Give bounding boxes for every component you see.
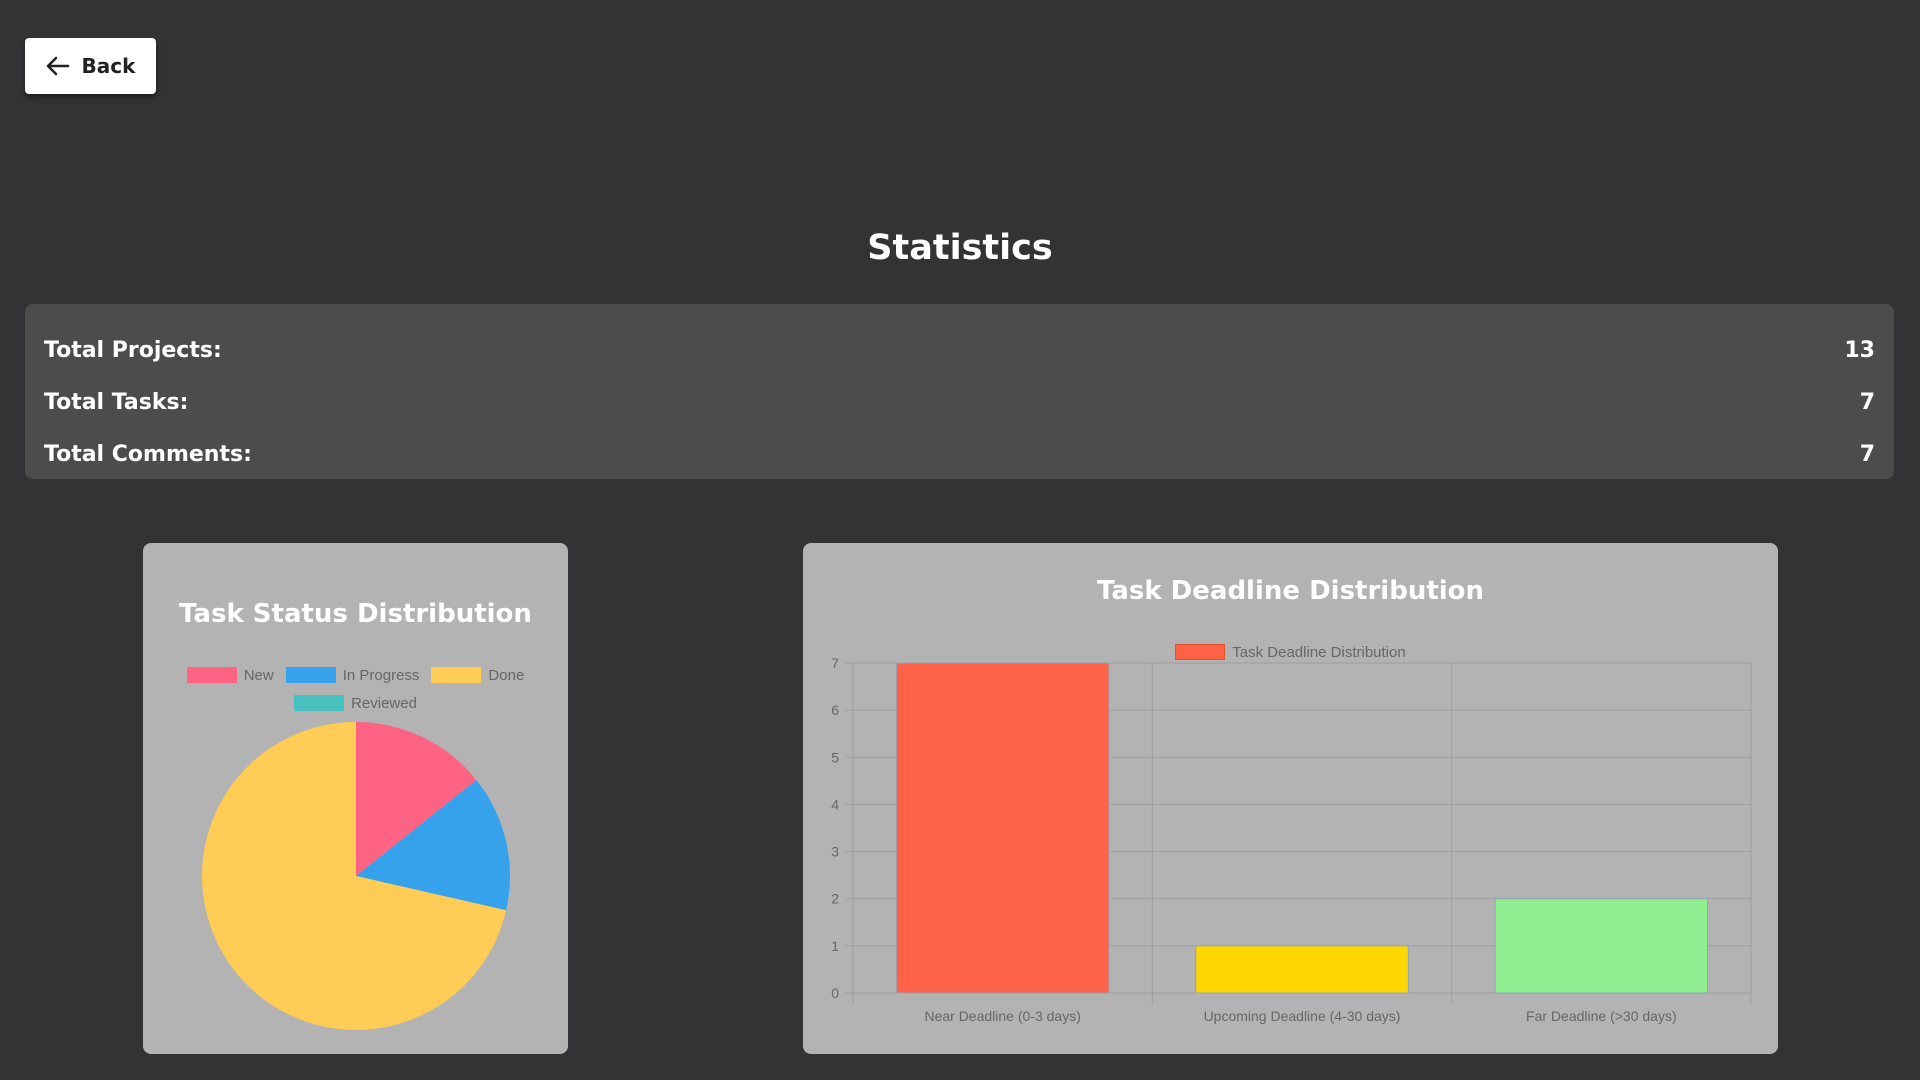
legend-swatch xyxy=(431,667,482,683)
legend-label: Done xyxy=(488,666,525,684)
stat-value: 7 xyxy=(1859,389,1875,415)
bar-1[interactable] xyxy=(895,662,1110,994)
pie-slice-in-progress[interactable] xyxy=(356,779,510,911)
bar-chart-title: Task Deadline Distribution xyxy=(1096,576,1485,606)
stat-row-total-tasks: Total Tasks: 7 xyxy=(44,376,1875,428)
legend-label: In Progress xyxy=(342,666,420,684)
x-tick-label: Upcoming Deadline (4-30 days) xyxy=(1204,1008,1401,1024)
y-tick-label: 5 xyxy=(831,749,839,765)
bar-2[interactable] xyxy=(1195,945,1409,994)
stat-label: Total Comments: xyxy=(44,441,252,467)
stat-label: Total Projects: xyxy=(44,337,222,363)
stat-value: 13 xyxy=(1844,337,1875,363)
bar-3[interactable] xyxy=(1494,898,1709,994)
x-tick-label: Near Deadline (0-3 days) xyxy=(924,1008,1080,1024)
legend-label: Reviewed xyxy=(351,694,417,712)
stats-panel: Total Projects: 13 Total Tasks: 7 Total … xyxy=(25,304,1894,479)
task-deadline-chart-card: Task Deadline Distribution Task Deadline… xyxy=(803,543,1778,1054)
bar-chart[interactable]: 0 1 2 3 4 5 6 7 Near Deadline (0-3 days) Upcoming… xyxy=(803,543,1778,1054)
pie-chart-title: Task Status Distribution xyxy=(179,599,532,629)
y-tick-label: 1 xyxy=(831,938,839,954)
back-button-label: Back xyxy=(81,54,136,78)
legend-label: Task Deadline Distribution xyxy=(1232,643,1406,661)
task-status-chart-card: Task Status Distribution New In Progress… xyxy=(143,543,568,1054)
stat-row-total-projects: Total Projects: 13 xyxy=(44,324,1875,376)
legend-swatch xyxy=(1175,644,1226,660)
legend-item-deadline[interactable]: Task Deadline Distribution xyxy=(1175,643,1406,661)
legend-item-reviewed[interactable]: Reviewed xyxy=(294,695,417,712)
back-button[interactable]: Back xyxy=(25,38,156,94)
y-tick-label: 3 xyxy=(831,844,839,860)
legend-swatch xyxy=(294,695,345,711)
y-tick-label: 0 xyxy=(831,985,839,1001)
y-tick-label: 7 xyxy=(831,655,839,671)
legend-item-done[interactable]: Done xyxy=(431,667,524,684)
y-tick-label: 6 xyxy=(831,702,839,718)
pie-chart-legend: New In Progress Done Reviewed xyxy=(143,661,568,717)
arrow-left-icon xyxy=(46,56,69,76)
page-title: Statistics xyxy=(867,228,1053,268)
x-tick-label: Far Deadline (>30 days) xyxy=(1526,1008,1677,1024)
stat-label: Total Tasks: xyxy=(44,389,189,415)
legend-swatch xyxy=(186,667,237,683)
stat-row-total-comments: Total Comments: 7 xyxy=(44,428,1875,480)
pie-slice-done[interactable] xyxy=(201,722,507,1030)
y-tick-label: 2 xyxy=(831,891,839,907)
y-tick-label: 4 xyxy=(831,796,839,812)
legend-item-in-progress[interactable]: In Progress xyxy=(285,666,420,684)
stat-value: 7 xyxy=(1859,441,1875,467)
legend-swatch xyxy=(285,667,336,683)
pie-slice-new[interactable] xyxy=(356,722,477,876)
bar-chart-legend: Task Deadline Distribution xyxy=(803,638,1778,666)
legend-item-new[interactable]: New xyxy=(186,666,274,684)
legend-label: New xyxy=(243,666,274,684)
